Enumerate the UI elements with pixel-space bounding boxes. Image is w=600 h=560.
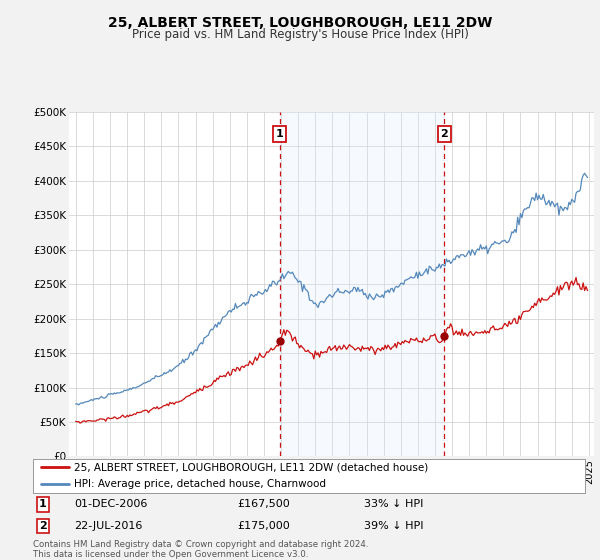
Text: 25, ALBERT STREET, LOUGHBOROUGH, LE11 2DW: 25, ALBERT STREET, LOUGHBOROUGH, LE11 2D… [108, 16, 492, 30]
Text: 33% ↓ HPI: 33% ↓ HPI [364, 499, 424, 509]
Text: HPI: Average price, detached house, Charnwood: HPI: Average price, detached house, Char… [74, 479, 326, 489]
Text: 2: 2 [440, 129, 448, 139]
Bar [280, 112, 444, 456]
Text: £175,000: £175,000 [237, 521, 290, 531]
Text: 01-DEC-2006: 01-DEC-2006 [74, 499, 148, 509]
Text: 25, ALBERT STREET, LOUGHBOROUGH, LE11 2DW (detached house): 25, ALBERT STREET, LOUGHBOROUGH, LE11 2D… [74, 462, 428, 472]
Text: 39% ↓ HPI: 39% ↓ HPI [364, 521, 424, 531]
Text: 1: 1 [39, 499, 47, 509]
Text: Contains HM Land Registry data © Crown copyright and database right 2024.
This d: Contains HM Land Registry data © Crown c… [33, 540, 368, 559]
Text: 2: 2 [39, 521, 47, 531]
Text: £167,500: £167,500 [237, 499, 290, 509]
Text: Price paid vs. HM Land Registry's House Price Index (HPI): Price paid vs. HM Land Registry's House … [131, 28, 469, 41]
Text: 1: 1 [276, 129, 284, 139]
Text: 22-JUL-2016: 22-JUL-2016 [74, 521, 143, 531]
